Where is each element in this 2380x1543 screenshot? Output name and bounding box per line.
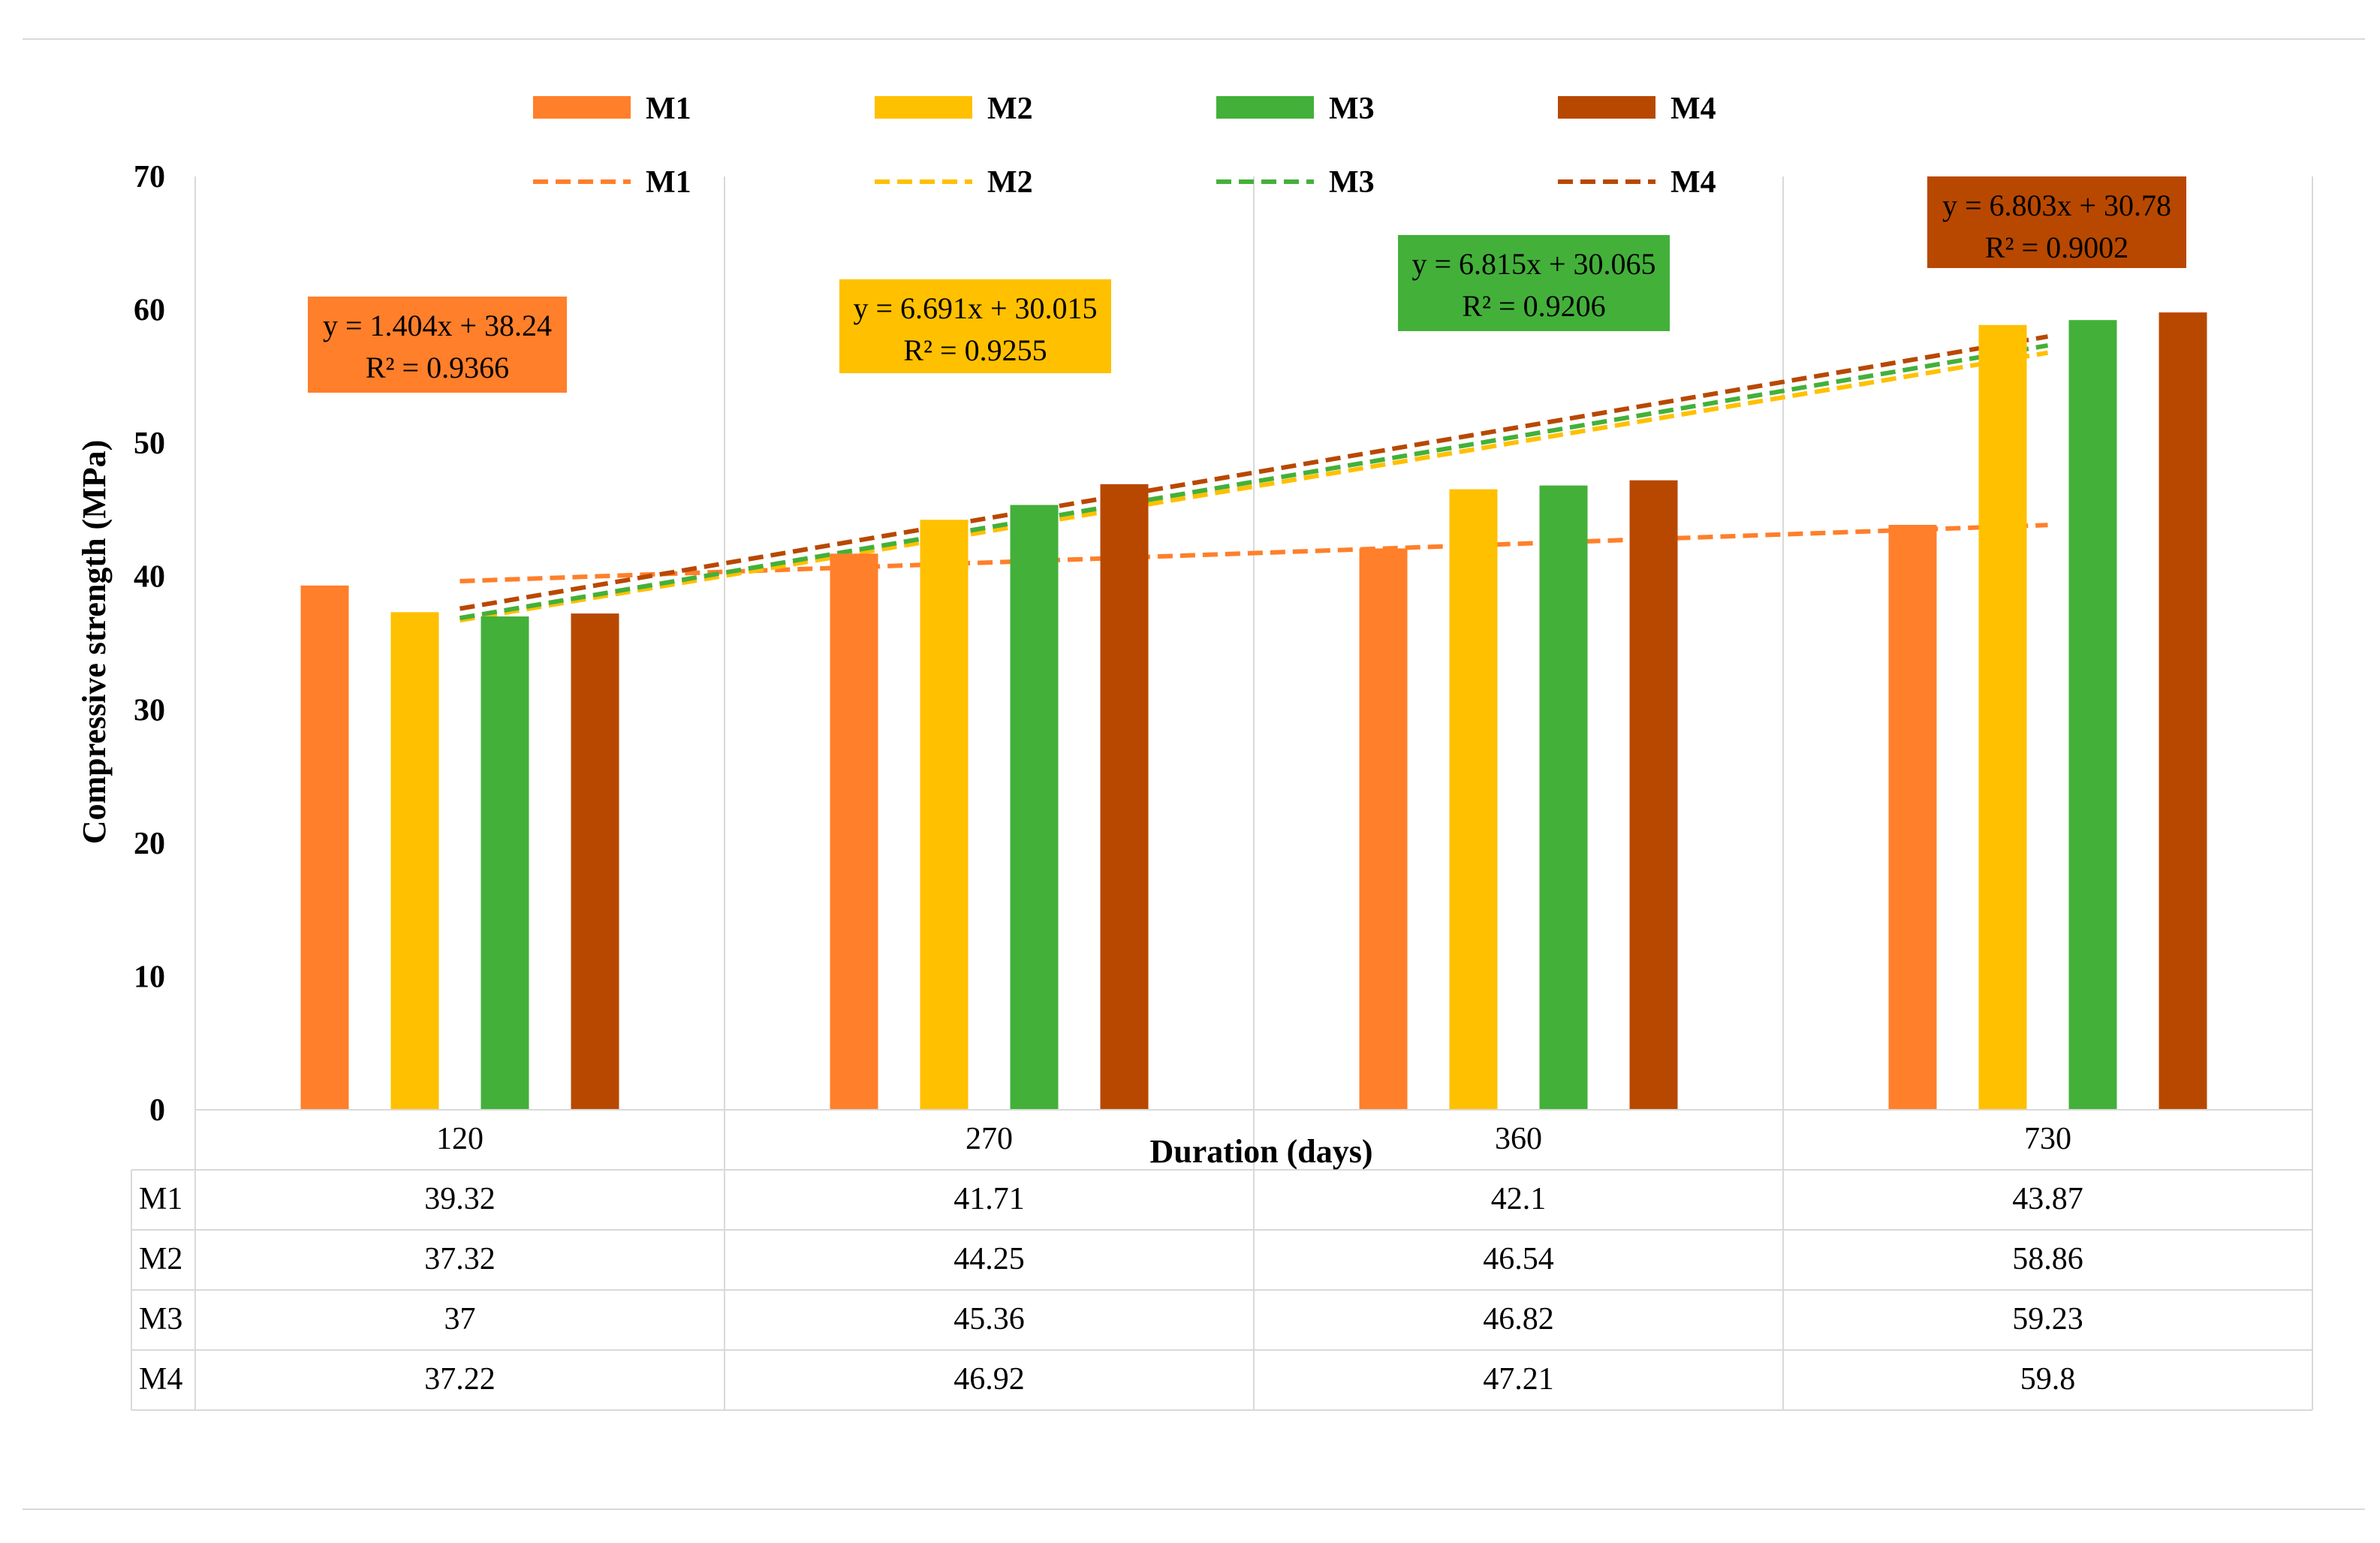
bar-m1 [1359, 548, 1408, 1110]
table-row-label: M1 [139, 1182, 182, 1216]
data-label: 37.22 [424, 1362, 496, 1397]
table-row-label: M2 [139, 1242, 182, 1276]
legend-label: M4 [1671, 92, 1716, 126]
data-label: 59.8 [2020, 1362, 2076, 1397]
equation-box-m1 [308, 297, 567, 393]
trend-layer [459, 334, 2049, 623]
data-label: 45.36 [954, 1302, 1025, 1337]
trendline-equation: y = 6.815x + 30.065 [1411, 247, 1655, 281]
bar-m2 [390, 612, 439, 1110]
bar-m3 [2068, 320, 2117, 1111]
trendline-r2: R² = 0.9366 [366, 351, 509, 384]
data-label: 58.86 [2012, 1242, 2083, 1276]
legend-swatch-m4 [1558, 96, 1655, 119]
data-label: 59.23 [2012, 1302, 2083, 1337]
bar-m3 [1010, 505, 1059, 1110]
trendline-m1 [459, 523, 2048, 584]
trendline-m4 [459, 334, 2049, 611]
data-label: 41.71 [954, 1182, 1025, 1216]
y-tick-label: 0 [149, 1093, 165, 1128]
legend-trend-label: M4 [1671, 165, 1716, 200]
y-tick-label: 10 [134, 960, 165, 994]
trendline-equation: y = 6.803x + 30.78 [1942, 188, 2171, 222]
trendline-equations: y = 1.404x + 38.24 R² = 0.9366 y = 6.691x … [308, 176, 2186, 393]
bar-m4 [1100, 484, 1149, 1110]
data-label: 37 [444, 1302, 476, 1337]
data-label: 37.32 [424, 1242, 496, 1276]
bar-m2 [1449, 489, 1498, 1110]
y-tick-label: 70 [134, 160, 165, 194]
bar-m1 [300, 585, 349, 1110]
table-row-label: M4 [139, 1362, 182, 1397]
x-axis-title: Duration (days) [1149, 1133, 1372, 1170]
bar-m1 [1888, 524, 1937, 1110]
y-tick-label: 40 [134, 560, 165, 595]
equation-box-m4 [1927, 176, 2186, 268]
x-tick-label: 270 [966, 1122, 1013, 1156]
legend-swatch-m1 [533, 96, 631, 119]
legend-swatch-m2 [875, 96, 972, 119]
data-label: 42.1 [1491, 1182, 1547, 1216]
y-tick-label: 20 [134, 827, 165, 861]
legend-trend-label: M1 [646, 165, 691, 200]
data-label: 46.82 [1483, 1302, 1554, 1337]
data-label: 44.25 [954, 1242, 1025, 1276]
data-table: 120 270 360 730 M1 39.32 41.71 42.1 43.87 M2 37.32… [131, 1109, 2313, 1411]
grid-layer: 0 10 20 30 40 50 60 70 [134, 160, 2313, 1128]
bar-layer [300, 312, 2207, 1111]
trendline-m2 [459, 350, 2048, 623]
trendline-r2: R² = 0.9002 [1985, 231, 2128, 264]
trendline-r2: R² = 0.9206 [1462, 289, 1605, 323]
trendline-m3 [459, 343, 2049, 621]
x-tick-label: 730 [2024, 1122, 2071, 1156]
trendline-equation: y = 1.404x + 38.24 [323, 309, 552, 342]
y-tick-label: 60 [134, 294, 165, 328]
equation-box-m3 [1398, 235, 1670, 331]
x-tick-label: 360 [1495, 1122, 1542, 1156]
legend-label: M2 [987, 92, 1033, 126]
data-label: 46.54 [1483, 1242, 1554, 1276]
table-row-label: M3 [139, 1302, 182, 1337]
legend-trend-label: M3 [1329, 165, 1375, 200]
bar-m1 [830, 553, 878, 1110]
trendline-r2: R² = 0.9255 [903, 333, 1047, 367]
bar-m2 [920, 520, 969, 1110]
bar-m4 [571, 613, 619, 1110]
legend-label: M3 [1329, 92, 1375, 126]
bar-m4 [2159, 312, 2207, 1111]
data-label: 47.21 [1483, 1362, 1554, 1397]
y-tick-label: 30 [134, 693, 165, 728]
trendline-equation: y = 6.691x + 30.015 [853, 291, 1097, 325]
legend-trend-label: M2 [987, 165, 1033, 200]
data-label: 46.92 [954, 1362, 1025, 1397]
bar-m3 [1539, 485, 1588, 1110]
bar-m4 [1629, 480, 1678, 1110]
legend-swatch-m3 [1216, 96, 1314, 119]
legend-label: M1 [646, 92, 691, 126]
y-tick-label: 50 [134, 426, 165, 461]
data-label: 39.32 [424, 1182, 496, 1216]
equation-box-m2 [839, 279, 1111, 373]
bar-m2 [1978, 324, 2027, 1110]
legend: M1 M2 M3 M4 M1 M2 M3 M4 [533, 92, 1716, 200]
bar-m3 [481, 616, 529, 1110]
y-axis-title: Compressive strength (MPa) [76, 440, 113, 845]
data-label: 43.87 [2012, 1182, 2083, 1216]
x-tick-label: 120 [436, 1122, 484, 1156]
